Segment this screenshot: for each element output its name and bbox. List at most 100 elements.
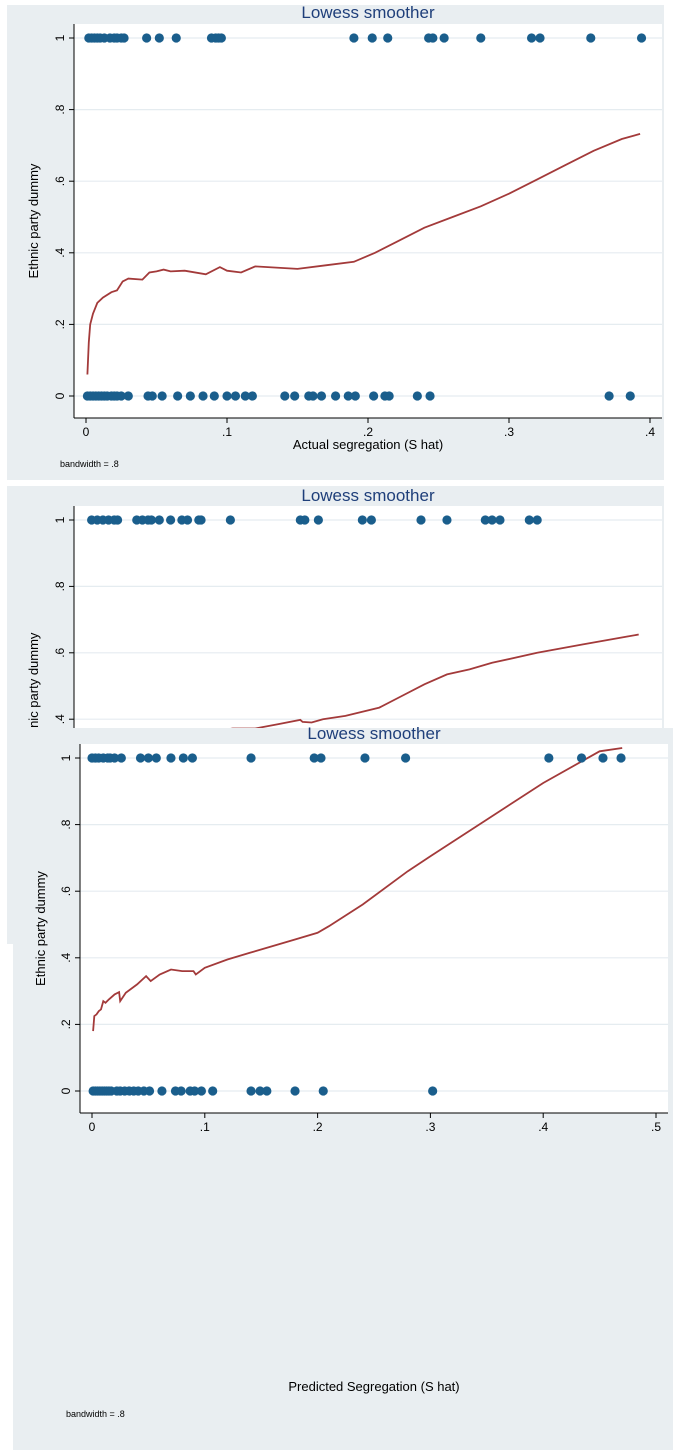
- data-point: [255, 1086, 265, 1096]
- data-point: [222, 391, 232, 401]
- data-point: [190, 1086, 200, 1096]
- data-point: [316, 391, 327, 401]
- data-point: [290, 1086, 300, 1096]
- lowess-line: [92, 747, 623, 1032]
- data-point: [230, 391, 241, 401]
- x-axis-label: Actual segregation (S hat): [293, 437, 443, 452]
- data-point: [604, 391, 614, 401]
- data-point: [350, 391, 360, 401]
- data-point: [360, 753, 370, 763]
- data-point: [178, 753, 188, 763]
- data-point: [476, 33, 486, 43]
- data-point: [166, 515, 176, 525]
- data-point: [123, 391, 133, 401]
- data-point: [343, 391, 353, 401]
- data-point: [576, 753, 587, 763]
- chart-title: Lowess smoother: [301, 486, 435, 505]
- x-tick-label: .1: [222, 425, 232, 439]
- data-point: [544, 753, 554, 763]
- data-point: [495, 515, 505, 525]
- y-tick-label: .8: [53, 104, 67, 114]
- data-point: [526, 33, 537, 43]
- y-tick-label: .6: [53, 176, 67, 186]
- data-point: [357, 515, 367, 525]
- data-point: [480, 515, 490, 525]
- data-point: [532, 515, 542, 525]
- data-point: [442, 515, 452, 525]
- data-point: [198, 391, 208, 401]
- data-point: [154, 33, 164, 43]
- y-axis-label: Ethnic party dummy: [33, 871, 48, 986]
- data-point: [246, 753, 256, 763]
- x-tick-label: .4: [645, 425, 655, 439]
- data-point: [300, 515, 310, 525]
- data-point: [412, 391, 422, 401]
- data-point: [428, 33, 438, 43]
- data-point: [209, 391, 219, 401]
- data-point: [280, 391, 290, 401]
- data-point: [216, 33, 226, 43]
- data-point: [318, 1086, 328, 1096]
- data-point: [173, 391, 183, 401]
- data-point: [524, 515, 534, 525]
- x-tick-label: .3: [504, 425, 514, 439]
- y-tick-label: .6: [53, 647, 67, 657]
- chart-title: Lowess smoother: [301, 3, 435, 22]
- y-tick-label: .8: [59, 819, 73, 829]
- plot-area: [74, 24, 662, 418]
- x-tick-label: 0: [89, 1120, 96, 1134]
- y-tick-label: 1: [53, 516, 67, 523]
- data-point: [240, 391, 250, 401]
- data-point: [116, 753, 126, 763]
- y-tick-label: .4: [59, 952, 73, 962]
- data-point: [157, 1086, 167, 1096]
- data-point: [225, 515, 235, 525]
- data-point: [428, 1086, 438, 1096]
- data-point: [247, 391, 257, 401]
- data-point: [625, 391, 635, 401]
- data-point: [187, 753, 197, 763]
- x-tick-label: .5: [651, 1120, 661, 1134]
- data-point: [367, 33, 377, 43]
- data-point: [135, 753, 146, 763]
- y-tick-label: .8: [53, 581, 67, 591]
- data-point: [366, 515, 376, 525]
- y-tick-label: .4: [53, 714, 67, 724]
- data-point: [439, 33, 449, 43]
- data-point: [330, 391, 341, 401]
- data-point: [112, 515, 123, 525]
- x-axis-label: Predicted Segregation (S hat): [288, 1379, 459, 1394]
- data-point: [290, 391, 300, 401]
- data-point: [535, 33, 545, 43]
- x-tick-label: .1: [200, 1120, 210, 1134]
- data-point: [109, 753, 120, 763]
- data-point: [182, 515, 193, 525]
- data-point: [246, 1086, 256, 1096]
- data-point: [309, 753, 319, 763]
- lowess-line: [86, 133, 641, 375]
- data-point: [369, 391, 379, 401]
- data-point: [157, 391, 167, 401]
- x-tick-label: .4: [538, 1120, 548, 1134]
- data-point: [316, 753, 326, 763]
- data-point: [196, 515, 206, 525]
- plot-area: [80, 744, 668, 1113]
- data-point: [185, 391, 195, 401]
- data-point: [176, 1086, 186, 1096]
- data-point: [196, 1086, 207, 1096]
- y-tick-label: 0: [53, 392, 67, 399]
- data-point: [119, 33, 129, 43]
- data-point: [171, 33, 181, 43]
- y-axis-label: Ethnic party dummy: [26, 632, 41, 747]
- x-tick-label: .2: [363, 425, 373, 439]
- data-point: [208, 1086, 218, 1096]
- data-point: [384, 391, 394, 401]
- data-point: [616, 753, 626, 763]
- data-point: [151, 753, 161, 763]
- x-tick-label: .3: [425, 1120, 435, 1134]
- y-tick-label: .6: [59, 886, 73, 896]
- x-tick-label: 0: [83, 425, 90, 439]
- y-tick-label: .2: [59, 1019, 73, 1029]
- data-point: [143, 753, 153, 763]
